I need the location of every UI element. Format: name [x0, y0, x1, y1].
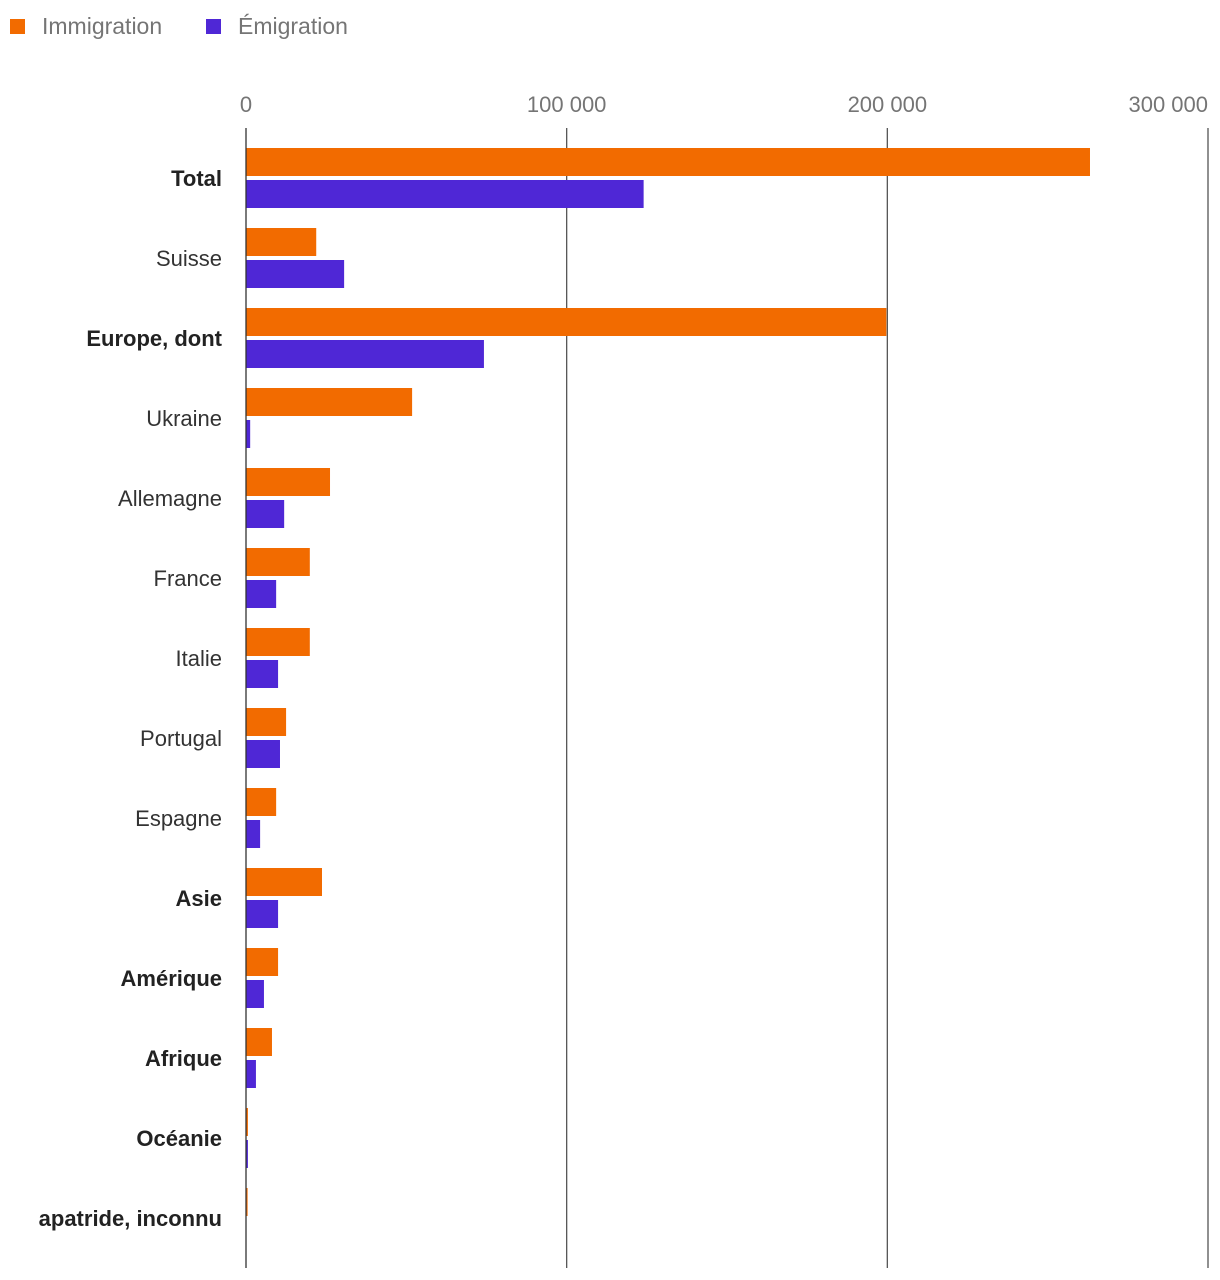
bar-immigration-oceanie: [246, 1108, 248, 1136]
bar-emigration-france: [246, 580, 277, 608]
bar-immigration-apatride-inconnu: [246, 1188, 248, 1216]
legend-swatch-emigration: [206, 19, 221, 34]
bar-emigration-amerique: [246, 980, 264, 1008]
bar-immigration-total: [246, 148, 1090, 176]
bar-immigration-amerique: [246, 948, 279, 976]
category-label-ukraine: Ukraine: [146, 406, 222, 431]
bar-immigration-italie: [246, 628, 310, 656]
bar-immigration-allemagne: [246, 468, 331, 496]
bar-emigration-suisse: [246, 260, 345, 288]
bar-immigration-portugal: [246, 708, 287, 736]
bars: [246, 148, 1090, 1216]
legend-label-immigration: Immigration: [42, 13, 162, 39]
legend-swatch-immigration: [10, 19, 25, 34]
bar-immigration-asie: [246, 868, 322, 896]
bar-emigration-portugal: [246, 740, 280, 768]
category-label-espagne: Espagne: [135, 806, 222, 831]
y-axis-labels: Total Suisse Europe, dont Ukraine Allemagne F…: [39, 166, 223, 1231]
category-label-apatride-inconnu: apatride, inconnu: [39, 1206, 222, 1231]
category-label-total: Total: [171, 166, 222, 191]
x-tick-label-100000: 100 000: [527, 92, 607, 117]
bar-emigration-asie: [246, 900, 279, 928]
category-label-italie: Italie: [176, 646, 222, 671]
category-label-allemagne: Allemagne: [118, 486, 222, 511]
bar-immigration-ukraine: [246, 388, 413, 416]
bar-emigration-oceanie: [246, 1140, 248, 1168]
category-label-portugal: Portugal: [140, 726, 222, 751]
x-tick-label-300000: 300 000: [1128, 92, 1208, 117]
gridlines: [566, 128, 1209, 1268]
bar-emigration-total: [246, 180, 644, 208]
category-label-asie: Asie: [176, 886, 222, 911]
category-label-france: France: [154, 566, 222, 591]
bar-emigration-ukraine: [246, 420, 251, 448]
category-label-europe-dont: Europe, dont: [86, 326, 222, 351]
bar-immigration-suisse: [246, 228, 317, 256]
bar-immigration-europe-dont: [246, 308, 887, 336]
legend-label-emigration: Émigration: [238, 13, 348, 39]
bar-immigration-france: [246, 548, 310, 576]
bar-immigration-afrique: [246, 1028, 272, 1056]
category-label-amerique: Amérique: [121, 966, 222, 991]
x-axis-ticks: 0 100 000 200 000 300 000: [240, 92, 1208, 117]
bar-emigration-espagne: [246, 820, 261, 848]
bar-emigration-europe-dont: [246, 340, 484, 368]
category-label-afrique: Afrique: [145, 1046, 222, 1071]
x-tick-label-200000: 200 000: [848, 92, 928, 117]
x-tick-label-0: 0: [240, 92, 252, 117]
legend: Immigration Émigration: [10, 13, 348, 39]
bar-emigration-italie: [246, 660, 279, 688]
bar-emigration-allemagne: [246, 500, 285, 528]
bar-emigration-afrique: [246, 1060, 256, 1088]
category-label-suisse: Suisse: [156, 246, 222, 271]
category-label-oceanie: Océanie: [136, 1126, 222, 1151]
bar-immigration-espagne: [246, 788, 277, 816]
